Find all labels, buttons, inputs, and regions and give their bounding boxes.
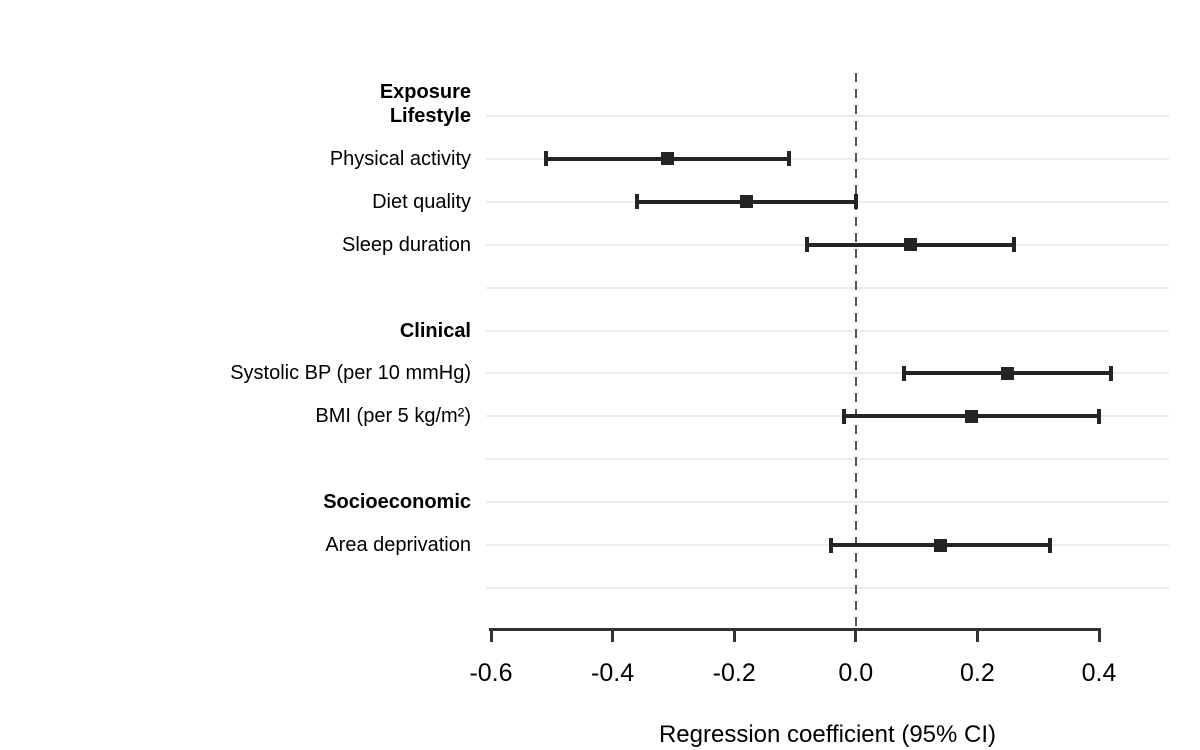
gridline	[486, 501, 1169, 504]
x-axis-tick	[611, 631, 615, 642]
point-estimate-marker	[934, 538, 948, 552]
x-axis-tick	[489, 631, 493, 642]
ci-cap-low	[902, 365, 907, 381]
row-label: Physical activity	[329, 147, 471, 170]
ci-cap-low	[829, 537, 834, 553]
x-axis-tick-label: -0.4	[591, 659, 635, 687]
x-axis-tick-label: -0.2	[712, 659, 756, 687]
x-axis-title: Regression coefficient (95% CI)	[658, 721, 997, 748]
point-estimate-marker	[739, 195, 753, 209]
ci-cap-low	[805, 237, 810, 253]
ci-cap-high	[1011, 237, 1016, 253]
x-axis-tick-label: 0.2	[960, 659, 995, 687]
gridline	[486, 458, 1169, 461]
row-label: Sleep duration	[342, 233, 471, 256]
gridline	[486, 415, 1169, 418]
gridline	[486, 372, 1169, 375]
row-label: Diet quality	[372, 190, 471, 213]
row-label: BMI (per 5 kg/m²)	[315, 405, 471, 428]
ci-cap-high	[1097, 408, 1101, 424]
ci-cap-low	[634, 194, 639, 210]
row-label: Area deprivation	[325, 534, 471, 556]
x-axis-tick	[975, 631, 979, 642]
exposure-column-header: Exposure	[379, 81, 471, 103]
ci-cap-high	[786, 151, 791, 167]
group-header-label: Lifestyle	[389, 105, 471, 127]
point-estimate-marker	[964, 409, 978, 423]
zero-reference-line	[854, 73, 857, 645]
point-estimate-marker	[1001, 366, 1015, 380]
x-axis-tick-label: 0.4	[1081, 659, 1117, 687]
gridline	[486, 329, 1169, 332]
ci-cap-low	[841, 408, 846, 424]
gridline	[486, 115, 1169, 117]
ci-cap-high	[853, 194, 858, 210]
ci-cap-high	[1048, 537, 1053, 553]
group-header-label: Clinical	[399, 319, 471, 342]
x-axis-tick-label: -0.6	[469, 659, 513, 687]
x-axis-line	[489, 628, 1101, 631]
group-header-label: Socioeconomic	[323, 491, 471, 514]
ci-cap-high	[1109, 365, 1114, 381]
row-label: Systolic BP (per 10 mmHg)	[230, 362, 471, 385]
point-estimate-marker	[904, 238, 918, 252]
x-axis-tick	[1097, 631, 1101, 642]
ci-cap-low	[543, 151, 548, 167]
gridline	[486, 286, 1169, 289]
x-axis-tick-label: 0.0	[838, 659, 874, 687]
point-estimate-marker	[660, 152, 674, 166]
x-axis-tick	[854, 631, 858, 642]
x-axis-tick	[732, 631, 736, 642]
gridline	[486, 157, 1169, 160]
gridline	[486, 586, 1169, 589]
gridline	[486, 544, 1169, 546]
